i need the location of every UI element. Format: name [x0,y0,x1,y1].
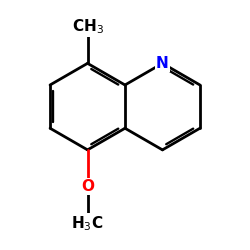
Text: N: N [156,56,169,71]
Text: CH$_3$: CH$_3$ [72,17,104,36]
Text: H$_3$C: H$_3$C [71,214,104,233]
Text: O: O [81,179,94,194]
